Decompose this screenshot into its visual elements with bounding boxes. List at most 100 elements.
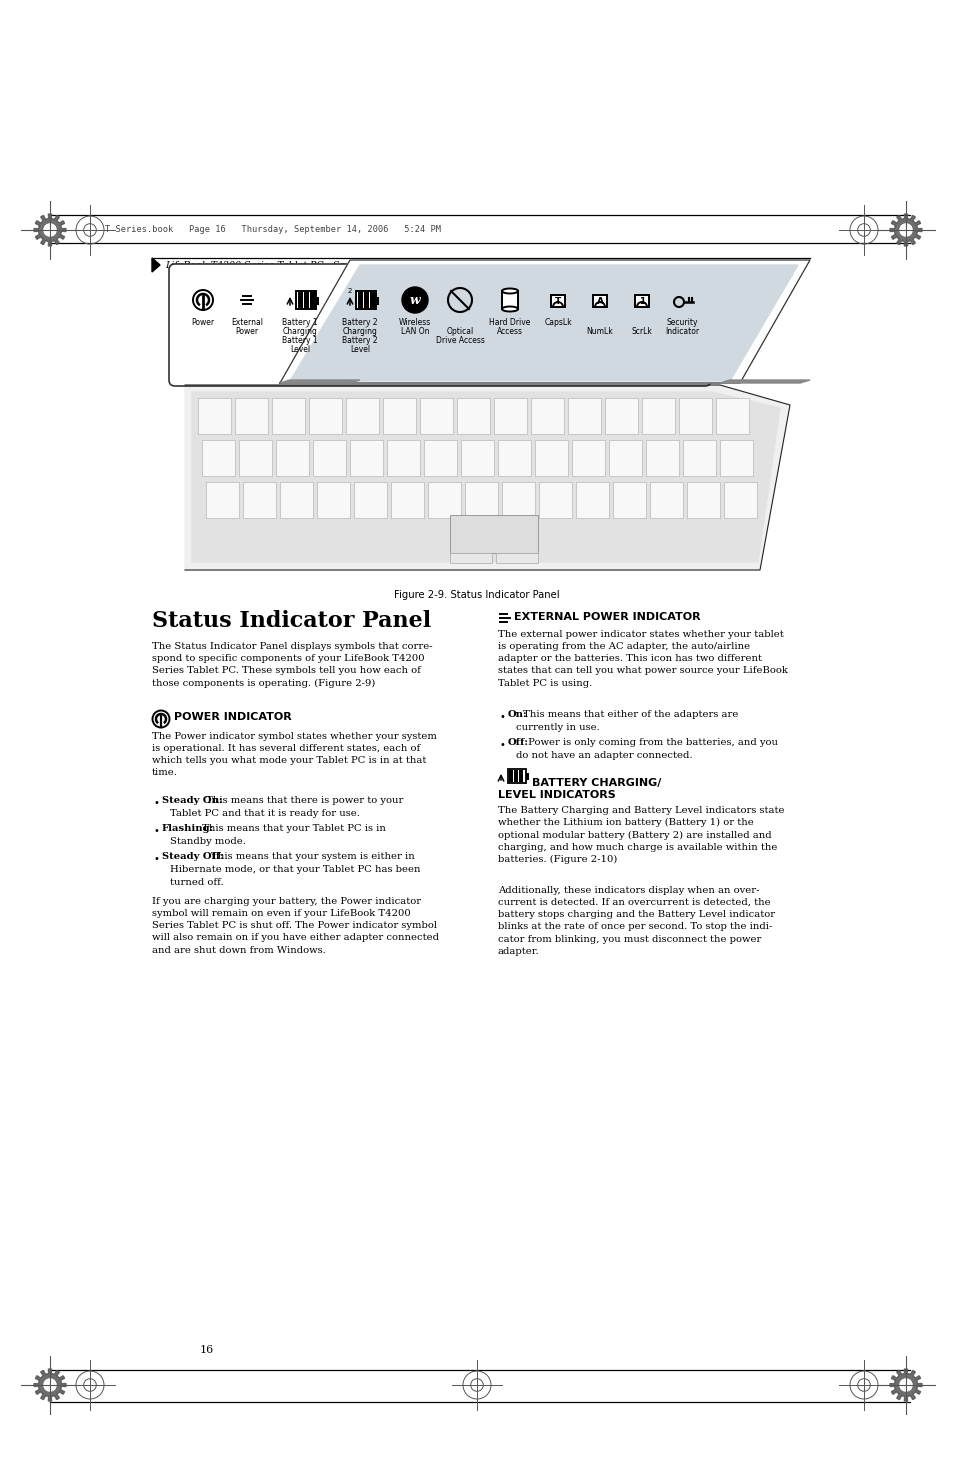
Bar — [428, 482, 460, 518]
Bar — [649, 482, 682, 518]
Polygon shape — [889, 1369, 921, 1401]
Bar — [576, 482, 608, 518]
Bar — [370, 292, 375, 308]
Text: Access: Access — [497, 327, 522, 336]
Bar — [304, 292, 309, 308]
Bar — [682, 440, 716, 476]
Bar — [234, 398, 268, 434]
Text: 1: 1 — [639, 296, 644, 305]
Bar — [355, 291, 375, 308]
Text: BATTERY CHARGING/: BATTERY CHARGING/ — [532, 777, 660, 788]
Circle shape — [899, 224, 911, 236]
Polygon shape — [280, 260, 809, 384]
Bar — [641, 398, 675, 434]
Bar — [391, 482, 423, 518]
Bar — [243, 482, 275, 518]
Text: Figure 2-9. Status Indicator Panel: Figure 2-9. Status Indicator Panel — [394, 590, 559, 600]
Bar — [354, 482, 387, 518]
Bar — [456, 398, 490, 434]
Bar — [206, 482, 239, 518]
Text: External: External — [231, 319, 263, 327]
Bar — [297, 292, 303, 308]
Text: Battery 2: Battery 2 — [342, 336, 377, 345]
Bar — [382, 398, 416, 434]
Polygon shape — [889, 214, 921, 246]
Bar — [604, 398, 638, 434]
Text: NumLk: NumLk — [586, 327, 613, 336]
Text: This means that either of the adapters are: This means that either of the adapters a… — [520, 709, 738, 718]
Bar — [593, 295, 606, 307]
Bar — [497, 440, 531, 476]
Bar — [679, 398, 711, 434]
Text: do not have an adapter connected.: do not have an adapter connected. — [516, 751, 692, 760]
Bar — [723, 482, 757, 518]
Ellipse shape — [501, 307, 517, 311]
Text: turned off.: turned off. — [170, 878, 223, 886]
Bar — [716, 398, 748, 434]
Text: Hibernate mode, or that your Tablet PC has been: Hibernate mode, or that your Tablet PC h… — [170, 864, 420, 875]
Text: Drive Access: Drive Access — [436, 336, 484, 345]
Text: Charging: Charging — [282, 327, 317, 336]
Bar — [460, 440, 494, 476]
Text: •: • — [153, 826, 160, 836]
Text: Power: Power — [235, 327, 258, 336]
Text: This means that your system is either in: This means that your system is either in — [208, 853, 414, 861]
Bar — [608, 440, 641, 476]
FancyBboxPatch shape — [169, 264, 710, 386]
Bar — [551, 295, 564, 307]
Text: Flashing:: Flashing: — [162, 825, 214, 833]
Text: This means that your Tablet PC is in: This means that your Tablet PC is in — [199, 825, 386, 833]
Bar — [280, 482, 313, 518]
Text: Battery 2: Battery 2 — [342, 319, 377, 327]
Bar — [538, 482, 572, 518]
Bar — [310, 292, 314, 308]
Text: The Battery Charging and Battery Level indicators state
whether the Lithium ion : The Battery Charging and Battery Level i… — [497, 805, 783, 864]
Text: w: w — [409, 295, 420, 307]
Bar — [635, 295, 648, 307]
Bar — [450, 515, 537, 553]
Bar — [272, 398, 305, 434]
Bar — [419, 398, 453, 434]
Text: Charging: Charging — [342, 327, 377, 336]
Text: Off:: Off: — [507, 738, 529, 746]
Text: •: • — [153, 798, 160, 808]
Text: •: • — [499, 740, 505, 749]
Bar — [316, 482, 350, 518]
Bar — [464, 482, 497, 518]
Ellipse shape — [501, 289, 517, 294]
Bar — [198, 398, 231, 434]
Bar — [357, 292, 363, 308]
Text: CapsLk: CapsLk — [543, 319, 571, 327]
Polygon shape — [34, 1369, 66, 1401]
Text: On:: On: — [507, 709, 527, 718]
Bar — [309, 398, 341, 434]
Text: LEVEL INDICATORS: LEVEL INDICATORS — [497, 791, 615, 799]
Bar — [518, 770, 522, 782]
Circle shape — [899, 1379, 911, 1391]
Text: Steady Off:: Steady Off: — [162, 853, 224, 861]
Polygon shape — [720, 381, 809, 384]
Text: ScrLk: ScrLk — [631, 327, 652, 336]
Polygon shape — [192, 392, 780, 562]
Text: This means that there is power to your: This means that there is power to your — [203, 796, 403, 805]
Text: LifeBook T4200 Series Tablet PC - Section Two: LifeBook T4200 Series Tablet PC - Sectio… — [165, 261, 392, 270]
Text: 16: 16 — [200, 1345, 214, 1356]
Bar — [275, 440, 309, 476]
Text: The external power indicator states whether your tablet
is operating from the AC: The external power indicator states whet… — [497, 630, 787, 687]
Bar — [645, 440, 679, 476]
Text: 2: 2 — [348, 288, 352, 294]
Text: Tablet PC and that it is ready for use.: Tablet PC and that it is ready for use. — [170, 808, 359, 819]
Bar — [514, 770, 517, 782]
Text: The Status Indicator Panel displays symbols that corre-
spond to specific compon: The Status Indicator Panel displays symb… — [152, 642, 432, 687]
Bar — [350, 440, 382, 476]
Polygon shape — [290, 266, 797, 381]
Text: LAN On: LAN On — [400, 327, 429, 336]
Bar — [423, 440, 456, 476]
Text: Wireless: Wireless — [398, 319, 431, 327]
Text: Steady On:: Steady On: — [162, 796, 222, 805]
Text: POWER INDICATOR: POWER INDICATOR — [173, 712, 292, 721]
Bar — [496, 553, 537, 563]
Text: Status Indicator Panel: Status Indicator Panel — [152, 611, 431, 631]
Text: T: T — [555, 296, 560, 305]
Bar — [686, 482, 720, 518]
